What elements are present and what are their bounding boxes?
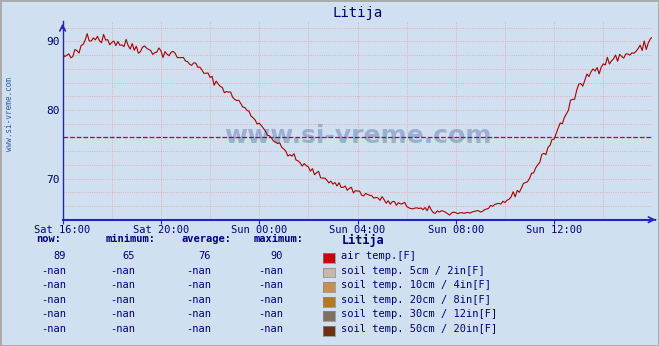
Text: soil temp. 20cm / 8in[F]: soil temp. 20cm / 8in[F] [341,295,492,305]
Text: -nan: -nan [186,309,211,319]
Text: www.si-vreme.com: www.si-vreme.com [5,77,14,151]
Text: -nan: -nan [258,309,283,319]
Text: -nan: -nan [110,309,135,319]
Text: 90: 90 [271,251,283,261]
Text: soil temp. 10cm / 4in[F]: soil temp. 10cm / 4in[F] [341,280,492,290]
Text: -nan: -nan [41,266,66,276]
Text: -nan: -nan [258,280,283,290]
Text: soil temp. 50cm / 20in[F]: soil temp. 50cm / 20in[F] [341,324,498,334]
Text: -nan: -nan [41,280,66,290]
Text: -nan: -nan [186,280,211,290]
Text: 76: 76 [198,251,211,261]
Text: -nan: -nan [110,280,135,290]
Text: soil temp. 5cm / 2in[F]: soil temp. 5cm / 2in[F] [341,266,485,276]
Text: average:: average: [181,234,231,244]
Text: -nan: -nan [110,295,135,305]
Text: -nan: -nan [41,309,66,319]
Text: -nan: -nan [41,295,66,305]
Text: maximum:: maximum: [254,234,304,244]
Text: 89: 89 [53,251,66,261]
Text: -nan: -nan [258,266,283,276]
Text: -nan: -nan [110,266,135,276]
Title: Litija: Litija [332,6,383,20]
Text: now:: now: [36,234,61,244]
Text: -nan: -nan [186,266,211,276]
Text: -nan: -nan [258,324,283,334]
Text: -nan: -nan [258,295,283,305]
Text: -nan: -nan [186,324,211,334]
Text: soil temp. 30cm / 12in[F]: soil temp. 30cm / 12in[F] [341,309,498,319]
Text: Litija: Litija [341,234,384,247]
Text: -nan: -nan [186,295,211,305]
Text: www.si-vreme.com: www.si-vreme.com [224,124,491,148]
Text: -nan: -nan [110,324,135,334]
Text: air temp.[F]: air temp.[F] [341,251,416,261]
Text: -nan: -nan [41,324,66,334]
Text: minimum:: minimum: [105,234,156,244]
Text: 65: 65 [123,251,135,261]
